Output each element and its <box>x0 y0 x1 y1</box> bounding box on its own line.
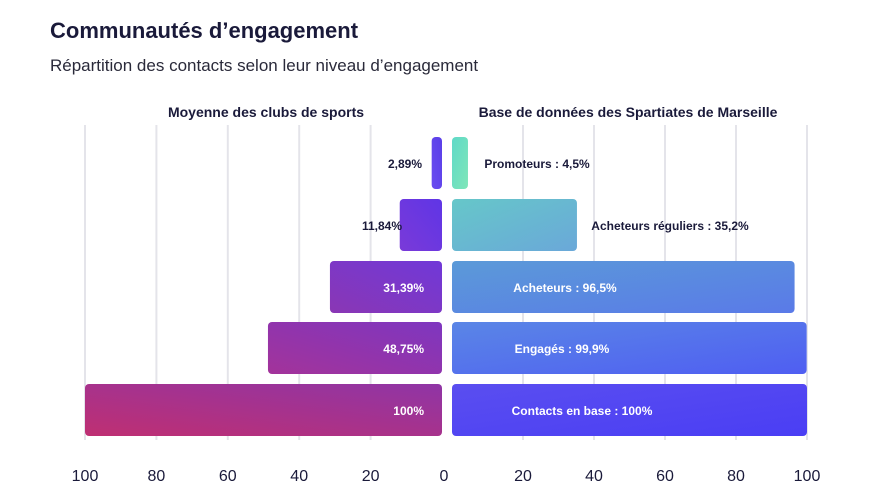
x-tick-left: 0 <box>440 468 449 485</box>
x-tick-right: 40 <box>585 468 603 485</box>
x-axis-ticks: 100 80 60 40 20 0 20 40 60 80 100 <box>72 468 821 485</box>
right-label-acheteurs-reguliers: Acheteurs réguliers : 35,2% <box>591 219 749 233</box>
x-tick-left: 80 <box>148 468 166 485</box>
left-bar-contacts-en-base <box>85 384 442 436</box>
right-label-promoteurs: Promoteurs : 4,5% <box>484 157 590 171</box>
x-tick-left: 60 <box>219 468 237 485</box>
bars <box>85 137 807 436</box>
x-tick-left: 20 <box>362 468 380 485</box>
right-bar-acheteurs <box>452 261 795 313</box>
x-tick-left: 100 <box>72 468 99 485</box>
x-tick-right: 60 <box>656 468 674 485</box>
right-bar-engages <box>452 322 807 374</box>
right-label-acheteurs: Acheteurs : 96,5% <box>513 281 617 295</box>
left-label-acheteurs: 31,39% <box>383 281 424 295</box>
chart-subtitle: Répartition des contacts selon leur nive… <box>50 56 479 75</box>
x-tick-right: 20 <box>514 468 532 485</box>
right-bar-promoteurs <box>452 137 468 189</box>
left-bar-engages <box>267 322 442 374</box>
left-series-heading: Moyenne des clubs de sports <box>168 104 364 120</box>
x-tick-right: 80 <box>727 468 745 485</box>
right-label-contacts-en-base: Contacts en base : 100% <box>512 404 653 418</box>
left-label-promoteurs: 2,89% <box>388 157 422 171</box>
right-series-heading: Base de données des Spartiates de Marsei… <box>479 104 778 120</box>
x-tick-right: 100 <box>794 468 821 485</box>
left-bar-promoteurs <box>431 137 442 189</box>
left-bar-acheteurs <box>329 261 442 313</box>
left-label-acheteurs-reguliers: 11,84% <box>362 219 402 233</box>
right-bar-acheteurs-reguliers <box>452 199 577 251</box>
right-bar-contacts-en-base <box>452 384 807 436</box>
bar-labels: 2,89% Promoteurs : 4,5% 11,84% Acheteurs ré… <box>362 157 749 418</box>
left-label-engages: 48,75% <box>383 342 424 356</box>
right-label-engages: Engagés : 99,9% <box>515 342 610 356</box>
x-tick-left: 40 <box>290 468 308 485</box>
chart-title: Communautés d’engagement <box>50 18 359 43</box>
left-label-contacts-en-base: 100% <box>393 404 424 418</box>
left-bar-acheteurs-reguliers <box>399 199 442 251</box>
